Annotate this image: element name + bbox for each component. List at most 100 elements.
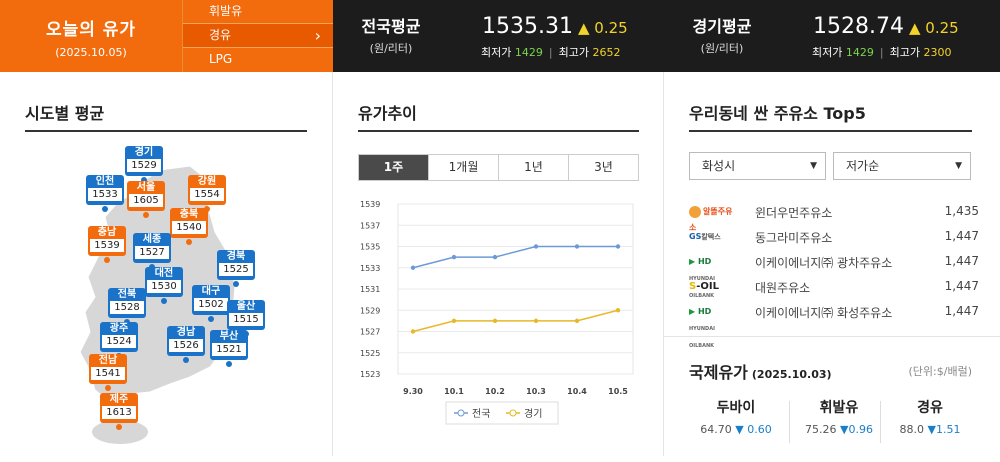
station-row[interactable]: ▶ HD HYUNDAI OILBANK 이케이에너지㈜ 광차주유소 1,447: [689, 250, 979, 299]
region-marker[interactable]: 충남 1539: [88, 226, 126, 263]
region-name: 전북: [117, 289, 137, 300]
region-marker[interactable]: 대전 1530: [145, 267, 183, 304]
city-select[interactable]: 화성시 ▼: [689, 152, 826, 180]
average-price-bar: 전국평균 (원/리터) 1535.31 ▲ 0.25 최저가 1429 | 최고가 …: [333, 0, 1000, 72]
region-marker[interactable]: 대구 1502: [192, 285, 230, 322]
station-row[interactable]: S-OIL 대원주유소 1,447: [689, 275, 979, 300]
oil-name: 경유: [917, 400, 943, 416]
y-tick-label: 1539: [360, 200, 380, 209]
intl-title: 국제유가 (2025.10.03): [689, 359, 832, 383]
region-name: 경북: [226, 251, 246, 262]
data-point: [451, 254, 457, 260]
min-label: 최저가: [481, 46, 512, 59]
region-price: 1533: [88, 188, 122, 201]
oil-change: ▼ 0.60: [735, 423, 772, 436]
region-name: 경남: [176, 327, 196, 338]
region-price: 1605: [129, 194, 163, 207]
gyeonggi-minmax: 최저가 1429 | 최고가 2300: [812, 44, 951, 60]
fuel-tab-lpg[interactable]: LPG: [183, 48, 333, 72]
today-price-date: (2025.10.05): [55, 46, 127, 59]
data-point: [492, 318, 498, 324]
divider: [789, 401, 790, 443]
region-marker[interactable]: 세종 1527: [133, 233, 171, 270]
region-name: 전남: [98, 355, 118, 366]
region-marker[interactable]: 인천 1533: [86, 175, 124, 212]
period-tab-3year[interactable]: 3년: [569, 155, 638, 180]
station-row[interactable]: GS칼텍스 동그라미주유소 1,447: [689, 225, 979, 250]
region-pin-dot: [116, 424, 122, 430]
region-name: 충북: [179, 209, 199, 220]
y-tick-label: 1537: [360, 221, 380, 230]
region-pin-dot: [105, 385, 111, 391]
region-marker[interactable]: 부산 1521: [210, 330, 248, 367]
fuel-tab-diesel[interactable]: 경유 ›: [183, 24, 333, 48]
station-price: 1,447: [944, 304, 979, 318]
station-name: 이케이에너지㈜ 광차주유소: [755, 256, 893, 270]
region-pin-dot: [141, 177, 147, 183]
region-pin-dot: [143, 212, 149, 218]
oil-price: 75.26: [805, 423, 837, 436]
station-name: 동그라미주유소: [755, 231, 833, 245]
region-name: 울산: [236, 301, 256, 312]
data-point: [410, 329, 416, 334]
oil-change: ▼0.96: [840, 423, 873, 436]
station-price: 1,447: [944, 279, 979, 293]
price-trend-chart: 1523 1525 1527 1529 1531 1533 1535 1537 1539 9.30…: [360, 200, 634, 425]
region-pin-dot: [226, 361, 232, 367]
x-tick-label: 10.5: [608, 387, 628, 396]
top-bar: 오늘의 유가 (2025.10.05) 휘발유 경유 › LPG 전국평균 (원/…: [0, 0, 1000, 72]
region-marker[interactable]: 전북 1528: [108, 288, 146, 325]
station-price: 1,447: [944, 254, 979, 268]
region-marker[interactable]: 경북 1525: [217, 250, 255, 287]
region-price: 1541: [91, 367, 125, 380]
y-tick-label: 1533: [360, 264, 380, 273]
region-price: 1540: [172, 221, 206, 234]
region-marker[interactable]: 강원 1554: [188, 175, 226, 212]
station-name: 대원주유소: [755, 281, 811, 295]
region-pin-dot: [186, 239, 192, 245]
station-row[interactable]: ▶ HD HYUNDAI OILBANK 이케이에너지㈜ 화성주유소 1,447: [689, 300, 979, 349]
intl-gasoline: 휘발유 75.26 ▼0.96: [795, 397, 883, 436]
x-tick-label: 10.4: [567, 387, 587, 396]
chevron-right-icon: ›: [314, 26, 321, 45]
fuel-tab-gasoline[interactable]: 휘발유: [183, 0, 333, 24]
station-name: 이케이에너지㈜ 화성주유소: [755, 306, 893, 320]
x-tick-label: 9.30: [403, 387, 423, 396]
region-marker[interactable]: 광주 1524: [100, 322, 138, 359]
region-name: 세종: [142, 234, 162, 245]
region-name: 인천: [95, 176, 115, 187]
gyeonggi-average-unit: (원/리터): [700, 42, 744, 55]
data-point: [574, 244, 580, 249]
regional-average-panel: 시도별 평균 경기 1529 인천 1533 서울 1605 강원 1554 충북 1540 충남 1…: [0, 72, 333, 456]
region-marker[interactable]: 서울 1605: [127, 181, 165, 218]
period-tab-1year[interactable]: 1년: [499, 155, 569, 180]
hd-oilbank-logo-icon: ▶ HD HYUNDAI OILBANK: [689, 257, 715, 299]
period-tab-1week[interactable]: 1주: [359, 155, 429, 180]
period-tab-1month[interactable]: 1개월: [429, 155, 499, 180]
oil-value: 64.70 ▼ 0.60: [692, 423, 780, 436]
region-marker[interactable]: 제주 1613: [100, 393, 138, 430]
international-oil-price: 국제유가 (2025.10.03) (단위:$/배럴) 두바이 64.70 ▼ 0…: [664, 336, 1000, 456]
price-trend-panel: 유가추이 1주 1개월 1년 3년 1523 1525 1527 1529 1531 15…: [333, 72, 664, 456]
x-tick-label: 10.1: [444, 387, 464, 396]
gyeonggi-average: 경기평균 (원/리터) 1528.74 ▲ 0.25 최저가 1429 | 최고가 …: [666, 0, 1000, 72]
region-marker[interactable]: 경남 1526: [167, 326, 205, 363]
caret-down-icon: ▼: [810, 161, 817, 171]
data-point: [574, 318, 580, 324]
region-marker[interactable]: 충북 1540: [170, 208, 208, 245]
region-marker[interactable]: 전남 1541: [89, 354, 127, 391]
sort-select[interactable]: 저가순 ▼: [833, 152, 971, 180]
region-price: 1539: [90, 239, 124, 252]
min-price: 1429: [514, 46, 543, 59]
region-pin-dot: [102, 206, 108, 212]
oil-name: 두바이: [716, 400, 756, 416]
national-average-unit: (원/리터): [369, 42, 413, 55]
data-point: [533, 318, 539, 324]
trend-title: 유가추이: [358, 104, 417, 123]
region-marker[interactable]: 울산 1515: [227, 300, 265, 337]
station-row[interactable]: 알뜰주유소 윈더우먼주유소 1,435: [689, 200, 979, 232]
data-point: [615, 244, 621, 249]
divider: |: [879, 46, 884, 59]
region-marker[interactable]: 경기 1529: [125, 146, 163, 183]
region-price: 1554: [190, 188, 224, 201]
